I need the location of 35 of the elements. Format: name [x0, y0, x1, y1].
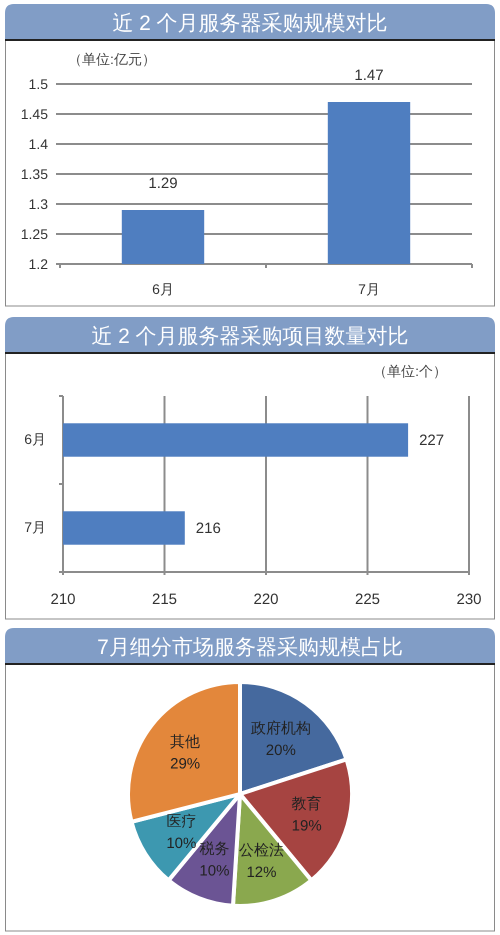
data-label: 29%: [170, 755, 200, 772]
y-tick-label: 1.25: [20, 226, 48, 242]
chart-title: 7月细分市场服务器采购规模占比: [97, 636, 403, 659]
y-tick-label: 1.45: [20, 106, 48, 122]
y-tick-label: 1.2: [28, 256, 48, 272]
y-tick-label: 1.35: [20, 166, 48, 182]
slice-label: 其他: [170, 733, 200, 750]
data-label: 10%: [166, 835, 196, 852]
x-tick-label: 220: [253, 591, 279, 608]
data-label: 10%: [199, 862, 230, 880]
y-axis-title: （单位:亿元）: [68, 51, 156, 67]
slice-label: 医疗: [166, 813, 196, 830]
x-tick-label: 225: [354, 591, 380, 608]
x-axis-title: （单位:个）: [373, 363, 447, 379]
data-label: 216: [196, 520, 221, 537]
slice-label: 政府机构: [250, 720, 311, 737]
y-tick-label: 1.4: [28, 136, 48, 152]
slice-label: 公检法: [238, 842, 284, 860]
chart-title: 近 2 个月服务器采购项目数量对比: [91, 325, 409, 348]
data-label: 12%: [246, 864, 276, 882]
data-label: 20%: [266, 742, 296, 759]
data-label: 1.29: [148, 175, 178, 192]
slice-label: 教育: [292, 795, 322, 812]
data-label: 19%: [292, 817, 322, 834]
y-tick-label: 6月: [24, 431, 46, 447]
y-tick-label: 7月: [24, 519, 46, 535]
slice-label: 税务: [199, 840, 230, 858]
data-label: 227: [419, 432, 444, 449]
y-tick-label: 1.5: [28, 76, 48, 92]
x-tick-label: 210: [50, 591, 76, 608]
y-tick-label: 1.3: [28, 196, 48, 212]
x-tick-label: 215: [152, 591, 178, 608]
x-tick-label: 230: [456, 591, 482, 608]
data-label: 1.47: [354, 67, 384, 84]
chart-title: 近 2 个月服务器采购规模对比: [112, 12, 388, 35]
